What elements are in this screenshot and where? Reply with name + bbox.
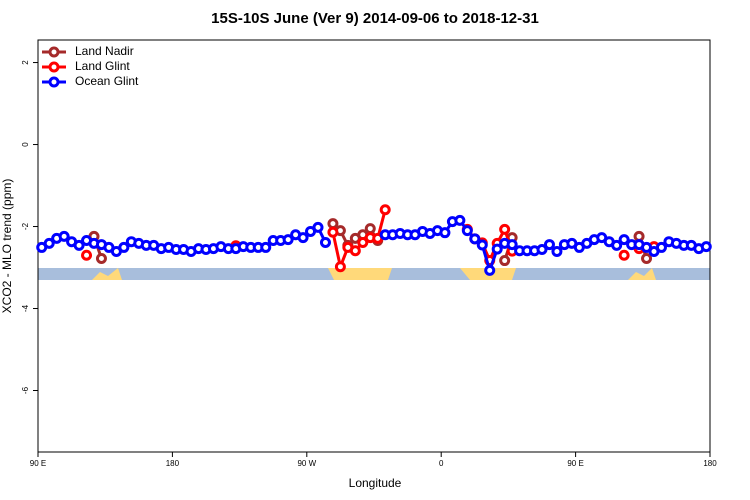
land-americas bbox=[328, 268, 392, 280]
point bbox=[357, 237, 369, 249]
x-tick-label: 90 W bbox=[297, 459, 316, 468]
legend-label: Land Nadir bbox=[75, 44, 134, 58]
point bbox=[95, 253, 107, 265]
y-tick-label: -2 bbox=[21, 222, 30, 230]
point bbox=[349, 245, 361, 257]
legend-marker bbox=[48, 61, 60, 73]
point bbox=[536, 243, 548, 255]
point bbox=[364, 223, 376, 235]
y-tick-label: 0 bbox=[21, 142, 30, 147]
y-axis-label: XCO2 - MLO trend (ppm) bbox=[0, 179, 14, 314]
x-tick-label: 90 E bbox=[30, 459, 46, 468]
point bbox=[43, 237, 55, 249]
point bbox=[81, 249, 93, 261]
land-asia bbox=[92, 268, 122, 280]
point bbox=[543, 239, 555, 251]
point bbox=[484, 264, 496, 276]
point bbox=[319, 237, 331, 249]
point bbox=[618, 249, 630, 261]
point bbox=[327, 226, 339, 238]
point bbox=[297, 232, 309, 244]
y-tick-label: 2 bbox=[21, 60, 30, 65]
legend-marker bbox=[48, 46, 60, 58]
legend-label: Ocean Glint bbox=[75, 74, 139, 88]
point bbox=[454, 214, 466, 226]
point bbox=[379, 204, 391, 216]
point bbox=[439, 227, 451, 239]
point bbox=[476, 239, 488, 251]
x-tick-label: 0 bbox=[439, 459, 444, 468]
point bbox=[260, 241, 272, 253]
chart-title: 15S-10S June (Ver 9) 2014-09-06 to 2018-… bbox=[211, 10, 539, 27]
land-asia-2 bbox=[628, 268, 656, 280]
point bbox=[312, 221, 324, 233]
x-tick-label: 180 bbox=[166, 459, 180, 468]
point bbox=[73, 239, 85, 251]
point bbox=[118, 241, 130, 253]
x-axis-label: Longitude bbox=[349, 476, 402, 490]
point bbox=[469, 233, 481, 245]
x-tick-label: 90 E bbox=[567, 459, 583, 468]
legend-marker bbox=[48, 76, 60, 88]
point bbox=[499, 255, 511, 267]
point bbox=[334, 261, 346, 273]
point bbox=[327, 218, 339, 230]
point bbox=[461, 225, 473, 237]
point bbox=[700, 241, 712, 253]
point bbox=[282, 234, 294, 246]
point bbox=[58, 230, 70, 242]
point bbox=[551, 246, 563, 258]
point bbox=[641, 253, 653, 265]
point bbox=[491, 243, 503, 255]
point bbox=[655, 241, 667, 253]
point bbox=[611, 239, 623, 251]
y-tick-label: -6 bbox=[21, 386, 30, 394]
legend-label: Land Glint bbox=[75, 59, 130, 73]
x-tick-label: 180 bbox=[703, 459, 717, 468]
point bbox=[618, 234, 630, 246]
point bbox=[506, 239, 518, 251]
y-tick-label: -4 bbox=[21, 304, 30, 312]
point bbox=[499, 223, 511, 235]
